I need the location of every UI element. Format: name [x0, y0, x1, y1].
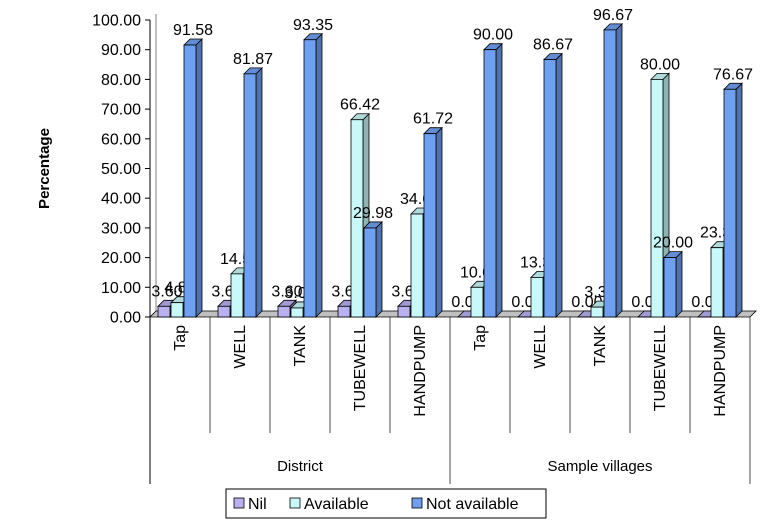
- bar-side: [435, 126, 443, 318]
- bar: [217, 305, 231, 318]
- bar: [663, 257, 677, 318]
- data-label: 80.00: [640, 56, 680, 73]
- bar: [350, 119, 364, 318]
- bar: [397, 305, 411, 318]
- category-label: HANDPUMP: [712, 325, 729, 417]
- category-label: HANDPUMP: [412, 325, 429, 417]
- legend-swatch: [233, 497, 245, 509]
- bar-side: [735, 82, 743, 318]
- bar-side: [495, 42, 503, 318]
- legend-swatch: [411, 497, 423, 509]
- data-label: 3.60: [271, 283, 302, 300]
- bar: [543, 59, 557, 318]
- legend-label: Not available: [426, 496, 519, 513]
- bar: [423, 133, 437, 318]
- bar: [483, 49, 497, 318]
- data-label: 20.00: [653, 235, 693, 252]
- data-label: 86.67: [533, 37, 573, 54]
- bar-side: [255, 66, 263, 318]
- y-tick-label: 90.00: [101, 42, 141, 59]
- data-label: 29.98: [353, 205, 393, 222]
- bar: [337, 305, 351, 318]
- category-label: TUBEWELL: [652, 325, 669, 411]
- bar: [183, 44, 197, 318]
- category-label: TANK: [592, 325, 609, 367]
- data-label: 90.00: [473, 27, 513, 44]
- bar-side: [375, 220, 383, 318]
- data-label: 96.67: [593, 7, 633, 24]
- bar: [277, 305, 291, 318]
- bar-side: [555, 52, 563, 318]
- y-tick-label: 100.00: [92, 13, 141, 30]
- data-label: 93.35: [293, 17, 333, 34]
- category-label: Tap: [172, 325, 189, 351]
- category-label: TANK: [292, 325, 309, 367]
- bar: [470, 286, 484, 318]
- bar: [530, 277, 544, 318]
- bar: [410, 213, 424, 318]
- bar: [603, 29, 617, 318]
- bar: [710, 247, 724, 318]
- y-tick-label: 10.00: [101, 280, 141, 297]
- data-label: 81.87: [233, 51, 273, 68]
- group-label: Sample villages: [547, 458, 652, 475]
- data-label: 91.58: [173, 22, 213, 39]
- bar-side: [195, 38, 203, 318]
- category-label: WELL: [532, 325, 549, 369]
- bar: [303, 39, 317, 318]
- y-tick-label: 40.00: [101, 191, 141, 208]
- bar: [723, 88, 737, 318]
- legend-label: Nil: [248, 496, 267, 513]
- bar: [590, 306, 604, 318]
- bar: [290, 307, 304, 318]
- data-label: 76.67: [713, 66, 753, 83]
- legend-swatch: [289, 497, 301, 509]
- y-tick-label: 70.00: [101, 102, 141, 119]
- bar: [650, 79, 664, 318]
- y-tick-label: 60.00: [101, 131, 141, 148]
- bar-side: [675, 250, 683, 318]
- y-tick-label: 80.00: [101, 72, 141, 89]
- bar: [170, 302, 184, 318]
- category-label: TUBEWELL: [352, 325, 369, 411]
- legend: [225, 488, 547, 519]
- y-tick-label: 20.00: [101, 250, 141, 267]
- y-tick-label: 50.00: [101, 161, 141, 178]
- bar: [230, 273, 244, 318]
- y-tick-label: 30.00: [101, 220, 141, 237]
- bar: [157, 305, 171, 318]
- legend-label: Available: [304, 496, 369, 513]
- bar: [243, 73, 257, 318]
- y-tick-label: 0.00: [110, 310, 141, 327]
- data-label: 66.42: [340, 97, 380, 114]
- y-axis-title: Percentage: [36, 128, 53, 209]
- data-label: 3.60: [151, 283, 182, 300]
- category-label: WELL: [232, 325, 249, 369]
- bar: [363, 227, 377, 318]
- bar-side: [315, 32, 323, 318]
- category-label: Tap: [472, 325, 489, 351]
- data-label: 61.72: [413, 111, 453, 128]
- group-label: District: [277, 458, 324, 475]
- bar-side: [615, 22, 623, 318]
